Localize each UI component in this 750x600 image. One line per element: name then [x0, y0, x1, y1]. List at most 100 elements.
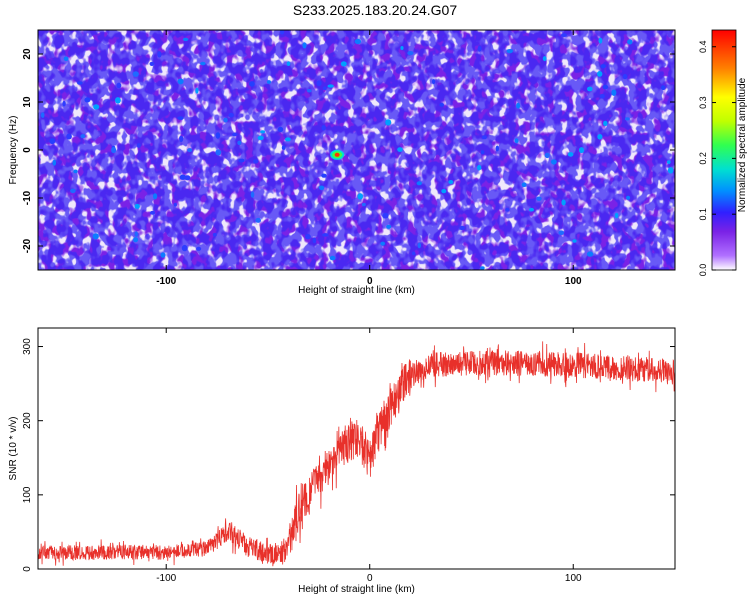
colorbar-tick-label: 0.4 [698, 40, 708, 53]
spectral-speck [323, 86, 327, 90]
spectral-speck [237, 140, 242, 145]
spectral-speck [340, 61, 347, 67]
spectral-speck [327, 84, 334, 88]
spectral-speck [614, 212, 619, 219]
spectral-speck [558, 230, 565, 235]
spectral-speck [514, 138, 519, 144]
spectral-speck [63, 56, 69, 62]
spectral-speck [177, 116, 184, 121]
spectral-speck [431, 79, 436, 85]
y-tick-label: 200 [22, 412, 33, 429]
spectral-speck [551, 159, 557, 165]
snr-frame [37, 327, 676, 570]
spectral-speck [586, 251, 594, 257]
spectral-speck [357, 193, 363, 200]
spectral-speck [215, 149, 222, 156]
spectral-speck [477, 164, 482, 171]
spectral-speck [307, 89, 312, 93]
spectral-speck [73, 169, 78, 174]
spectral-speck [228, 112, 234, 118]
spectrogram-plot-area [38, 30, 675, 270]
spectral-speck [380, 241, 386, 246]
spectral-speck [157, 51, 162, 58]
spectral-speck [319, 185, 325, 191]
spectral-speck [417, 242, 421, 249]
spectral-speck [281, 145, 286, 150]
spectral-speck [597, 71, 603, 77]
spectral-speck [250, 191, 255, 198]
spectral-speck [382, 212, 389, 219]
spectral-speck [257, 135, 264, 141]
spectral-speck [322, 233, 329, 237]
spectral-speck [40, 112, 45, 118]
colorbar-label: Normalized spectral amplitude [737, 77, 748, 212]
spectral-speck [134, 203, 140, 209]
x-tick-label: -100 [156, 276, 176, 287]
spectral-speck [277, 126, 284, 133]
spectral-speck [561, 33, 567, 37]
spectral-speck [622, 73, 628, 80]
spectral-speck [603, 120, 608, 126]
spectral-speck [599, 94, 605, 99]
spectral-speck [200, 61, 206, 66]
spectral-speck [153, 193, 158, 200]
spectral-speck [70, 188, 76, 194]
x-tick-label: 100 [565, 573, 582, 584]
spectral-speck [361, 202, 366, 207]
spectral-speck [66, 133, 72, 140]
spectral-speck [255, 217, 261, 223]
x-tick-label: 0 [367, 573, 373, 584]
spectral-speck [441, 189, 447, 194]
y-axis-label: Frequency (Hz) [8, 116, 19, 185]
spectral-speck [521, 182, 527, 187]
spectral-speck [302, 42, 307, 49]
spectral-speck [84, 97, 91, 103]
spectral-speck [280, 30, 285, 35]
colorbar-tick-label: 0.3 [698, 96, 708, 109]
x-tick-label: 100 [565, 276, 582, 287]
spectral-speck [116, 82, 122, 89]
y-tick-label: -20 [22, 238, 33, 253]
spectral-speck [149, 210, 156, 215]
colorbar [711, 29, 737, 271]
spectral-speck [249, 81, 255, 87]
spectral-speck [238, 158, 245, 163]
snr-chart: -100 0 100 0 100 200 300 Height of straight lin… [8, 327, 676, 595]
spectral-speck [578, 147, 585, 154]
spectral-speck [196, 246, 202, 251]
spectral-speck [506, 49, 513, 54]
spectral-speck [624, 117, 630, 121]
x-tick-label: -100 [156, 573, 176, 584]
spectral-speck [661, 85, 666, 91]
spectral-speck [587, 86, 593, 92]
spectral-speck [516, 102, 521, 109]
spectral-speck [187, 148, 193, 153]
x-tick-label: 0 [367, 276, 373, 287]
spectral-speck [134, 231, 138, 237]
spectral-speck [212, 232, 217, 237]
spectral-speck [544, 152, 550, 159]
colorbar-tick-label: 0.0 [698, 264, 708, 277]
spectral-speck [495, 145, 499, 152]
spectral-speck [561, 199, 566, 206]
y-tick-label: 10 [22, 96, 33, 108]
spectral-speck [115, 97, 121, 104]
spectral-speck [173, 202, 177, 207]
spectral-speck [184, 175, 191, 181]
spectral-speck [286, 61, 291, 66]
spectral-speck [505, 207, 510, 212]
spectral-speck [480, 150, 485, 155]
spectral-speck [448, 180, 454, 184]
spectral-speck [260, 130, 266, 134]
spectral-speck [182, 37, 189, 42]
spectral-speck [80, 134, 86, 139]
spectral-speck [542, 56, 547, 62]
spectral-speck [439, 103, 445, 107]
colorbar-tick-label: 0.1 [698, 208, 708, 221]
spectral-speck [132, 71, 139, 77]
spectral-speck [667, 160, 671, 165]
spectral-speck [52, 159, 57, 166]
chart-title: S233.2025.183.20.24.G07 [292, 2, 458, 18]
y-axis-label: SNR (10 * v/v) [8, 417, 19, 481]
